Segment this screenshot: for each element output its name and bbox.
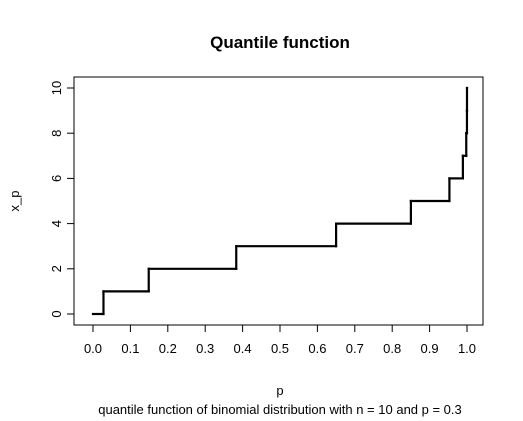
x-tick-label: 0.1 — [121, 341, 139, 356]
y-tick-label: 10 — [49, 81, 64, 95]
y-tick-label: 8 — [49, 130, 64, 137]
y-tick-label: 4 — [49, 220, 64, 227]
quantile-series — [91, 86, 469, 316]
x-axis: 0.0 0.1 0.2 0.3 0.4 0.5 0.6 0.7 0.8 0.9 1.0 — [84, 324, 476, 356]
x-tick-label: 0.2 — [159, 341, 177, 356]
y-tick-label: 2 — [49, 265, 64, 272]
x-tick-label: 0.3 — [196, 341, 214, 356]
x-tick-label: 0.0 — [84, 341, 102, 356]
y-tick-label: 6 — [49, 175, 64, 182]
x-tick-label: 0.9 — [421, 341, 439, 356]
chart-title: Quantile function — [210, 33, 350, 52]
y-axis-label: x_p — [7, 191, 22, 212]
x-axis-label: p — [276, 383, 283, 398]
x-tick-label: 0.7 — [346, 341, 364, 356]
y-tick-label: 0 — [49, 310, 64, 317]
x-tick-label: 0.4 — [234, 341, 252, 356]
x-tick-label: 1.0 — [458, 341, 476, 356]
x-tick-label: 0.5 — [271, 341, 289, 356]
x-tick-label: 0.6 — [308, 341, 326, 356]
x-tick-label: 0.8 — [383, 341, 401, 356]
chart-subtitle: quantile function of binomial distributi… — [98, 402, 462, 417]
y-axis: 0 2 4 6 8 10 — [49, 81, 75, 318]
